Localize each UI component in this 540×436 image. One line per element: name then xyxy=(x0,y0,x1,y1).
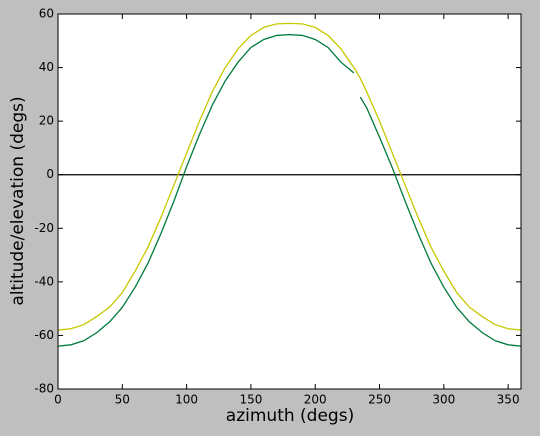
x-tick-label: 0 xyxy=(54,393,62,407)
y-tick-label: -40 xyxy=(34,274,54,288)
y-tick-label: 0 xyxy=(46,167,54,181)
x-tick-label: 200 xyxy=(304,393,327,407)
series-line xyxy=(57,22,522,331)
y-tick-label: 20 xyxy=(39,114,54,128)
y-tick-label: -80 xyxy=(34,382,54,396)
x-tick-label: 100 xyxy=(175,393,198,407)
x-axis-label: azimuth (degs) xyxy=(226,406,354,426)
y-axis-label: altitude/elevation (degs) xyxy=(8,96,28,305)
x-tick-label: 150 xyxy=(239,393,262,407)
x-tick-label: 350 xyxy=(497,393,520,407)
plot-frame xyxy=(57,13,522,390)
x-tick-label: 50 xyxy=(115,393,130,407)
plot-area xyxy=(58,14,521,389)
y-tick-label: -20 xyxy=(34,221,54,235)
x-tick-label: 250 xyxy=(368,393,391,407)
x-tick-label: 300 xyxy=(432,393,455,407)
y-tick-label: -60 xyxy=(34,328,54,342)
y-tick-label: 40 xyxy=(39,60,54,74)
series-line xyxy=(57,33,522,347)
y-tick-label: 60 xyxy=(39,7,54,21)
